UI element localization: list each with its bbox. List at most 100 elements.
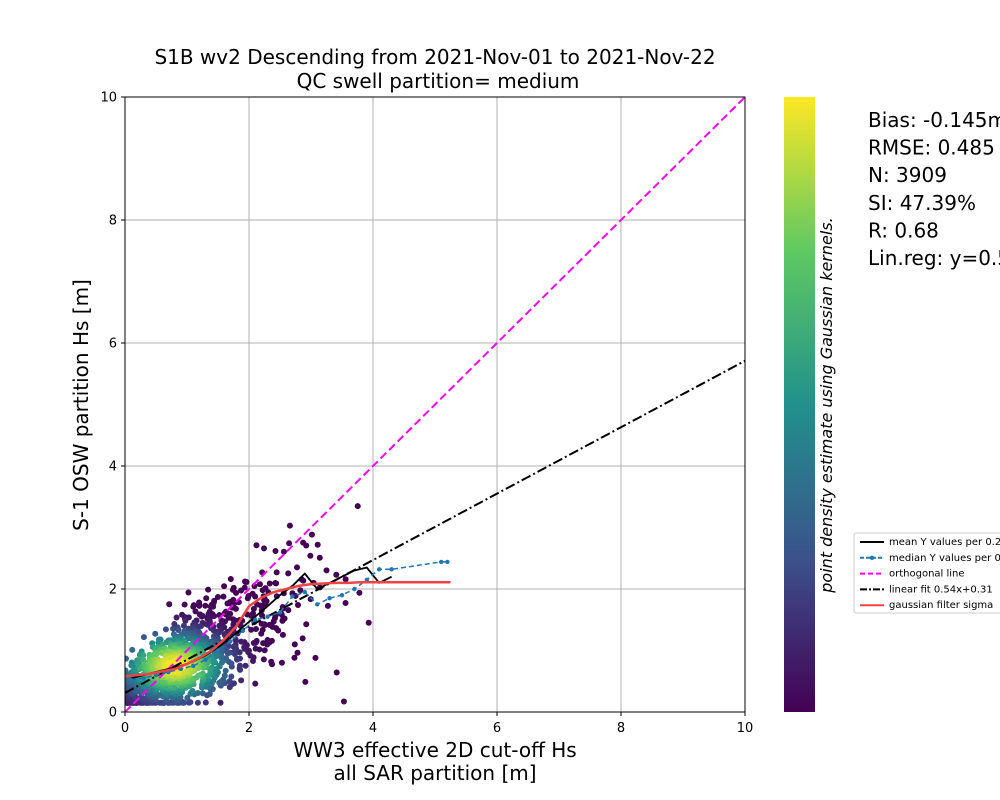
legend-label: median Y values per 0.2 m bins <box>889 553 1000 564</box>
scatter-point <box>203 681 210 688</box>
y-tick-label: 2 <box>109 583 117 598</box>
scatter-point <box>125 667 129 674</box>
scatter-point <box>233 589 240 596</box>
median-marker <box>265 614 270 619</box>
scatter-point <box>312 654 319 661</box>
scatter-point <box>280 548 287 555</box>
x-axis-label: WW3 effective 2D cut-off Hs <box>293 738 576 762</box>
scatter-point <box>153 651 160 658</box>
scatter-point <box>187 699 194 706</box>
scatter-point <box>238 587 245 594</box>
legend-marker <box>869 555 875 560</box>
y-tick-label: 0 <box>109 706 117 721</box>
scatter-point <box>268 658 275 665</box>
scatter-point <box>238 677 245 684</box>
scatter-point <box>258 620 265 627</box>
scatter-point <box>323 567 330 574</box>
scatter-point <box>299 635 306 642</box>
scatter-point <box>238 638 245 645</box>
scatter-point <box>243 579 250 586</box>
scatter-point <box>152 630 159 637</box>
scatter-point <box>291 641 298 648</box>
series-line <box>125 580 451 678</box>
stat-line: Lin.reg: y=0.54x+0.31 <box>868 246 1000 270</box>
y-axis-label: S-1 OSW partition Hs [m] <box>69 279 93 531</box>
scatter-point <box>198 613 205 620</box>
stat-line: Bias: -0.145m <box>868 108 1000 132</box>
scatter-point <box>204 672 211 679</box>
median-marker <box>445 559 450 565</box>
scatter-point <box>286 540 293 547</box>
series-line <box>130 566 393 680</box>
scatter-point <box>266 580 273 587</box>
scatter-point <box>230 643 237 650</box>
median-marker <box>215 648 221 653</box>
legend: mean Y values per 0.2 m bins median Y val… <box>853 532 1000 614</box>
scatter-point <box>365 619 372 626</box>
scatter-point <box>340 698 347 705</box>
scatter-point <box>221 672 228 679</box>
scatter-point <box>242 662 249 669</box>
scatter-point <box>194 699 201 706</box>
median-marker <box>439 559 444 565</box>
scatter-point <box>300 577 307 584</box>
scatter-point <box>202 602 209 609</box>
scatter-point <box>222 667 229 674</box>
scatter-point <box>260 656 267 663</box>
series-line <box>125 359 745 694</box>
scatter-point <box>259 587 266 594</box>
scatter-point <box>266 621 273 628</box>
scatter-point <box>307 552 314 559</box>
legend-label: mean Y values per 0.2 m bins <box>889 537 1000 548</box>
scatter-point <box>250 605 257 612</box>
scatter-point <box>179 699 186 706</box>
legend-label: linear fit 0.54x+0.31 <box>889 584 993 595</box>
scatter-point <box>234 656 241 663</box>
scatter-point <box>129 646 136 653</box>
grid-lines <box>125 97 745 712</box>
chart-title: S1B wv2 Descending from 2021-Nov-01 to 2… <box>154 45 715 69</box>
scatter-point <box>250 639 257 646</box>
scatter-point <box>259 612 266 619</box>
scatter-point <box>250 657 257 664</box>
scatter-point <box>162 626 169 633</box>
scatter-point <box>125 655 130 662</box>
series-lines <box>125 97 745 712</box>
scatter-point <box>285 607 292 614</box>
x-tick-label: 2 <box>245 721 253 736</box>
scatter-point <box>302 678 309 685</box>
plot-frame <box>124 96 746 713</box>
scatter-point <box>228 673 235 680</box>
chart-subtitle: QC swell partition= medium <box>297 69 580 93</box>
stat-line: SI: 47.39% <box>868 191 976 215</box>
scatter-point <box>195 672 202 679</box>
scatter-point <box>258 603 265 610</box>
scatter-point <box>220 593 227 600</box>
scatter-point <box>252 645 259 652</box>
scatter-point <box>173 614 180 621</box>
scatter-point <box>294 649 301 656</box>
scatter-point <box>202 699 209 706</box>
median-marker <box>240 628 245 634</box>
scatter-point <box>333 669 340 676</box>
x-axis-label-line2: all SAR partition [m] <box>333 761 536 785</box>
x-tick-label: 8 <box>617 721 625 736</box>
scatter-point <box>297 587 304 594</box>
scatter-point <box>270 618 277 625</box>
median-marker <box>352 586 357 592</box>
scatter-point <box>285 570 292 577</box>
scatter-point <box>207 603 214 610</box>
stats-box: Bias: -0.145m RMSE: 0.485 N: 3909 SI: 47.39… <box>868 108 1000 270</box>
scatter-point <box>216 679 223 686</box>
scatter-point <box>303 542 310 549</box>
scatter-point <box>170 625 177 632</box>
scatter-point <box>205 586 212 593</box>
x-tick-label: 0 <box>121 721 129 736</box>
scatter-point <box>210 633 217 640</box>
scatter-point <box>294 564 301 571</box>
scatter-point <box>261 545 268 552</box>
scatter-point <box>258 630 265 637</box>
stat-line: RMSE: 0.485 <box>868 136 995 160</box>
scatter-point <box>248 626 255 633</box>
